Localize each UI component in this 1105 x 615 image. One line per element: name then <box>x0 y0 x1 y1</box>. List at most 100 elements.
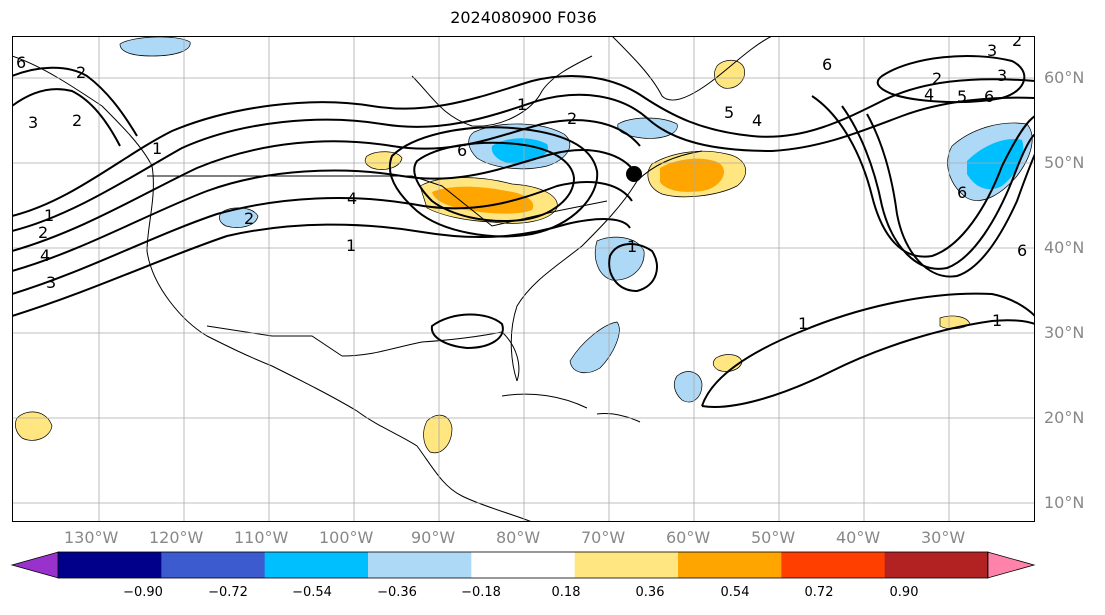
cool-anomaly-bahamas <box>569 321 620 374</box>
contour-east-atl-trough-1 <box>811 95 1035 258</box>
warm-anomaly-core-great-lakes <box>432 186 534 214</box>
plot-title: 2024080900 F036 <box>450 8 597 27</box>
lon-label: 80°W <box>496 528 541 547</box>
contour-label: 3 <box>46 273 56 292</box>
lon-label: 50°W <box>751 528 796 547</box>
graticule <box>12 36 1035 522</box>
map-background <box>12 36 1035 522</box>
map-frame <box>12 36 1035 522</box>
colorbar-tick-label: −0.72 <box>208 585 248 600</box>
contour-label: 3 <box>28 113 38 132</box>
contour-jet-1 <box>12 75 1035 217</box>
lon-label: 110°W <box>234 528 289 547</box>
colorbar-extend-low <box>10 551 59 579</box>
colorbar-extend-high <box>987 551 1036 579</box>
contour-label: 2 <box>244 209 254 228</box>
colorbar-tick-label: −0.18 <box>461 585 501 600</box>
contour-label: 4 <box>347 189 357 208</box>
lat-label: 60°N <box>1044 68 1085 87</box>
contour-label: 1 <box>627 237 637 256</box>
contour-label: 2 <box>76 63 86 82</box>
colorbar-tick-label: −0.54 <box>292 585 332 600</box>
lon-label: 90°W <box>411 528 456 547</box>
lat-label: 30°N <box>1044 323 1085 342</box>
contour-subtropical-1 <box>701 292 1035 407</box>
contours <box>12 55 1035 408</box>
contour-label: 5 <box>957 87 967 106</box>
contour-label: 6 <box>1017 241 1027 260</box>
lon-label: 30°W <box>921 528 966 547</box>
cool-anomaly-core-hudson <box>491 138 548 164</box>
contour-label: 1 <box>798 314 808 333</box>
contour-label: 1 <box>152 139 162 158</box>
coastlines <box>12 36 773 522</box>
contour-closed-greenland <box>876 55 1026 104</box>
contour-label: 5 <box>724 103 734 122</box>
colorbar-tick-label: −0.36 <box>377 585 417 600</box>
contour-label: 3 <box>987 41 997 60</box>
contour-east-atl-trough-2 <box>841 105 1035 270</box>
warm-anomaly-core-newfoundland <box>660 158 725 192</box>
colorbar-segment <box>471 552 576 578</box>
lat-label: 20°N <box>1044 408 1085 427</box>
colorbar-tick-label: −0.90 <box>123 585 163 600</box>
map-panel: 6 2 3 1 4 2 2 1 2 6 4 1 3 2 6 4 5 6 3 2 … <box>12 36 1035 522</box>
contour-closed-great-lakes-1 <box>388 126 599 238</box>
colorbar-segment <box>678 552 782 578</box>
lon-label: 130°W <box>64 528 119 547</box>
contour-label-group: 6 2 3 1 4 2 2 1 2 6 4 1 3 2 6 4 5 6 3 2 … <box>16 36 1027 333</box>
contour-closed-great-lakes-2 <box>413 141 576 222</box>
warm-anomaly-pacific <box>15 411 53 441</box>
colorbar-frame <box>57 551 989 579</box>
contour-label: 2 <box>932 69 942 88</box>
contour-label: 6 <box>957 183 967 202</box>
contour-label: 2 <box>567 109 577 128</box>
contour-subtropical-2 <box>701 319 1035 408</box>
contour-alaska <box>12 66 138 137</box>
hispaniola <box>596 413 641 423</box>
colorbar-segment <box>884 552 989 578</box>
contour-label: 6 <box>984 87 994 106</box>
contour-jet-5 <box>12 180 633 295</box>
colorbar-segment <box>58 552 162 578</box>
contour-closed-east-coast <box>608 243 658 293</box>
contour-label: 3 <box>997 66 1007 85</box>
colorbar-segment <box>368 552 472 578</box>
colorbar-tick-label: 0.36 <box>635 585 665 600</box>
contour-label: 4 <box>924 85 934 104</box>
hudson-bay <box>411 55 593 127</box>
contour-jet-3 <box>12 119 641 252</box>
contour-label: 4 <box>40 246 50 265</box>
east-coast <box>510 150 703 382</box>
greenland-coast <box>611 36 773 101</box>
contour-label: 6 <box>16 53 26 72</box>
colorbar-segment <box>781 552 886 578</box>
mexico-border <box>206 325 343 357</box>
north-america-coast <box>12 55 533 522</box>
colorbar-segment <box>264 552 369 578</box>
cool-anomaly-caribbean <box>673 371 703 403</box>
lon-label: 70°W <box>581 528 626 547</box>
contour-jet-6 <box>12 218 631 317</box>
colorbar-tick-label: 0.18 <box>551 585 581 600</box>
contour-label: 1 <box>517 95 527 114</box>
colorbar-segment <box>161 552 266 578</box>
cuba <box>501 393 588 409</box>
contour-alaska-2 <box>12 88 121 147</box>
colorbar-segment <box>574 552 679 578</box>
colorbar-segments <box>10 551 1036 579</box>
lon-label: 60°W <box>666 528 711 547</box>
station-marker <box>626 166 642 182</box>
lon-label: 120°W <box>149 528 204 547</box>
lon-label: 40°W <box>836 528 881 547</box>
contour-label: 2 <box>38 223 48 242</box>
contour-label: 1 <box>44 206 54 225</box>
lat-label: 40°N <box>1044 238 1085 257</box>
contour-jet-2 <box>12 93 1035 232</box>
us-border <box>147 175 608 227</box>
contour-label: 6 <box>822 55 832 74</box>
cool-anomaly-alaska <box>119 36 191 57</box>
colorbar-tick-label: 0.72 <box>804 585 834 600</box>
contour-closed-gulf <box>430 313 504 350</box>
contour-label: 1 <box>346 236 356 255</box>
